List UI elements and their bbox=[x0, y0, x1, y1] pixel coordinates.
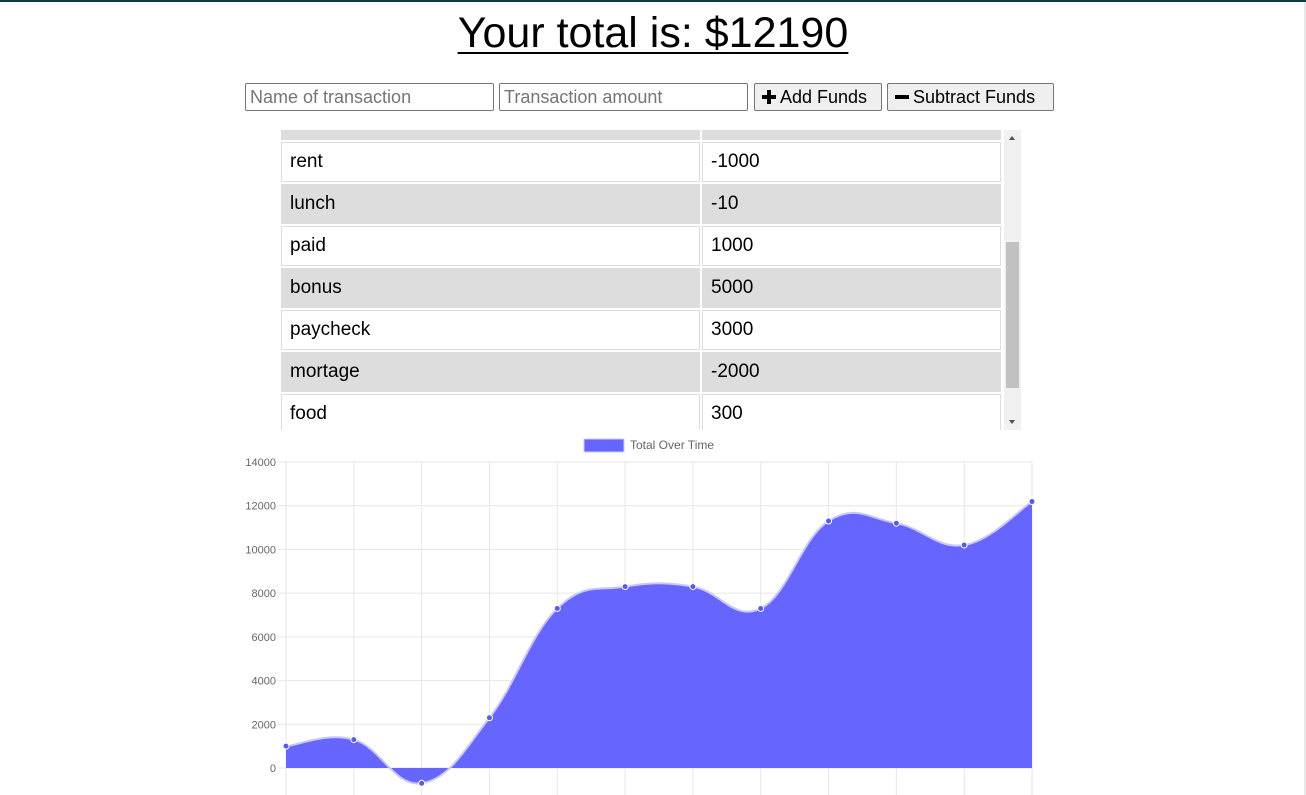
data-point[interactable] bbox=[1028, 498, 1036, 506]
scroll-up-arrow-icon[interactable] bbox=[1004, 130, 1021, 147]
y-tick-label: 12000 bbox=[245, 501, 276, 513]
data-point[interactable] bbox=[553, 604, 561, 612]
plus-icon bbox=[762, 90, 776, 104]
transaction-value: 1000 bbox=[702, 226, 1001, 266]
table-row: paid 1000 bbox=[281, 226, 1001, 266]
transaction-name: bonus bbox=[281, 268, 700, 308]
total-label: Your total is: $ bbox=[457, 9, 729, 57]
transaction-value: 5000 bbox=[702, 268, 1001, 308]
data-point[interactable] bbox=[825, 517, 833, 525]
scrollbar-thumb[interactable] bbox=[1006, 242, 1019, 388]
table-row: rent -1000 bbox=[281, 142, 1001, 182]
y-tick-label: 6000 bbox=[252, 632, 276, 644]
data-point[interactable] bbox=[418, 779, 426, 787]
add-funds-button[interactable]: Add Funds bbox=[754, 83, 882, 111]
transaction-name: rent bbox=[281, 142, 700, 182]
transaction-value: 300 bbox=[702, 394, 1001, 430]
data-point[interactable] bbox=[892, 519, 900, 527]
legend-swatch bbox=[583, 438, 625, 453]
data-point[interactable] bbox=[282, 742, 290, 750]
transaction-name: paycheck bbox=[281, 310, 700, 350]
table-row: food 300 bbox=[281, 394, 1001, 430]
transaction-name: food bbox=[281, 394, 700, 430]
legend-label: Total Over Time bbox=[630, 438, 714, 452]
subtract-funds-label: Subtract Funds bbox=[913, 86, 1036, 107]
transaction-value: -1000 bbox=[702, 142, 1001, 182]
total-over-time-chart: 14000 12000 10000 8000 6000 4000 2000 0 Total O… bbox=[245, 438, 1036, 795]
y-tick-label: 14000 bbox=[245, 457, 276, 469]
data-point[interactable] bbox=[960, 541, 968, 549]
chart-y-axis: 14000 12000 10000 8000 6000 4000 2000 0 bbox=[245, 457, 276, 775]
y-tick-label: 0 bbox=[270, 763, 276, 775]
chart-area-layer bbox=[285, 500, 1033, 785]
scroll-down-arrow-icon[interactable] bbox=[1004, 413, 1021, 430]
table-row: mortage -2000 bbox=[281, 352, 1001, 392]
total-value: 12190 bbox=[728, 9, 849, 57]
data-point[interactable] bbox=[621, 583, 629, 591]
y-tick-label: 10000 bbox=[245, 544, 276, 556]
chart-legend[interactable]: Total Over Time bbox=[583, 438, 714, 453]
y-tick-label: 8000 bbox=[252, 588, 276, 600]
transaction-name-input[interactable] bbox=[245, 83, 494, 111]
data-point[interactable] bbox=[689, 583, 697, 591]
data-point[interactable] bbox=[350, 736, 358, 744]
add-funds-label: Add Funds bbox=[780, 86, 868, 107]
transactions-table: rent -1000 lunch -10 paid 1000 bonus 5000 pa… bbox=[279, 130, 1003, 430]
transaction-value: 3000 bbox=[702, 310, 1001, 350]
transaction-name: paid bbox=[281, 226, 700, 266]
transaction-value: -10 bbox=[702, 184, 1001, 224]
top-border bbox=[0, 0, 1306, 2]
data-point[interactable] bbox=[757, 604, 765, 612]
page-scrollbar[interactable] bbox=[1304, 2, 1306, 795]
y-tick-label: 4000 bbox=[252, 676, 276, 688]
table-scrollbar[interactable] bbox=[1004, 130, 1021, 430]
subtract-funds-button[interactable]: Subtract Funds bbox=[887, 83, 1054, 111]
chart-points-layer bbox=[282, 498, 1036, 787]
transaction-name: lunch bbox=[281, 184, 700, 224]
table-row: paycheck 3000 bbox=[281, 310, 1001, 350]
transaction-value: -2000 bbox=[702, 352, 1001, 392]
table-row: lunch -10 bbox=[281, 184, 1001, 224]
y-tick-label: 2000 bbox=[252, 719, 276, 731]
transaction-amount-input[interactable] bbox=[499, 83, 748, 111]
data-point[interactable] bbox=[485, 714, 493, 722]
minus-icon bbox=[895, 90, 909, 104]
table-row: bonus 5000 bbox=[281, 268, 1001, 308]
transaction-name: mortage bbox=[281, 352, 700, 392]
transactions-table-container[interactable]: rent -1000 lunch -10 paid 1000 bonus 5000 pa… bbox=[279, 130, 1021, 430]
series-area-total-over-time bbox=[286, 501, 1032, 784]
table-header-row bbox=[281, 130, 1001, 140]
total-heading: Your total is: $12190 bbox=[0, 8, 1306, 58]
